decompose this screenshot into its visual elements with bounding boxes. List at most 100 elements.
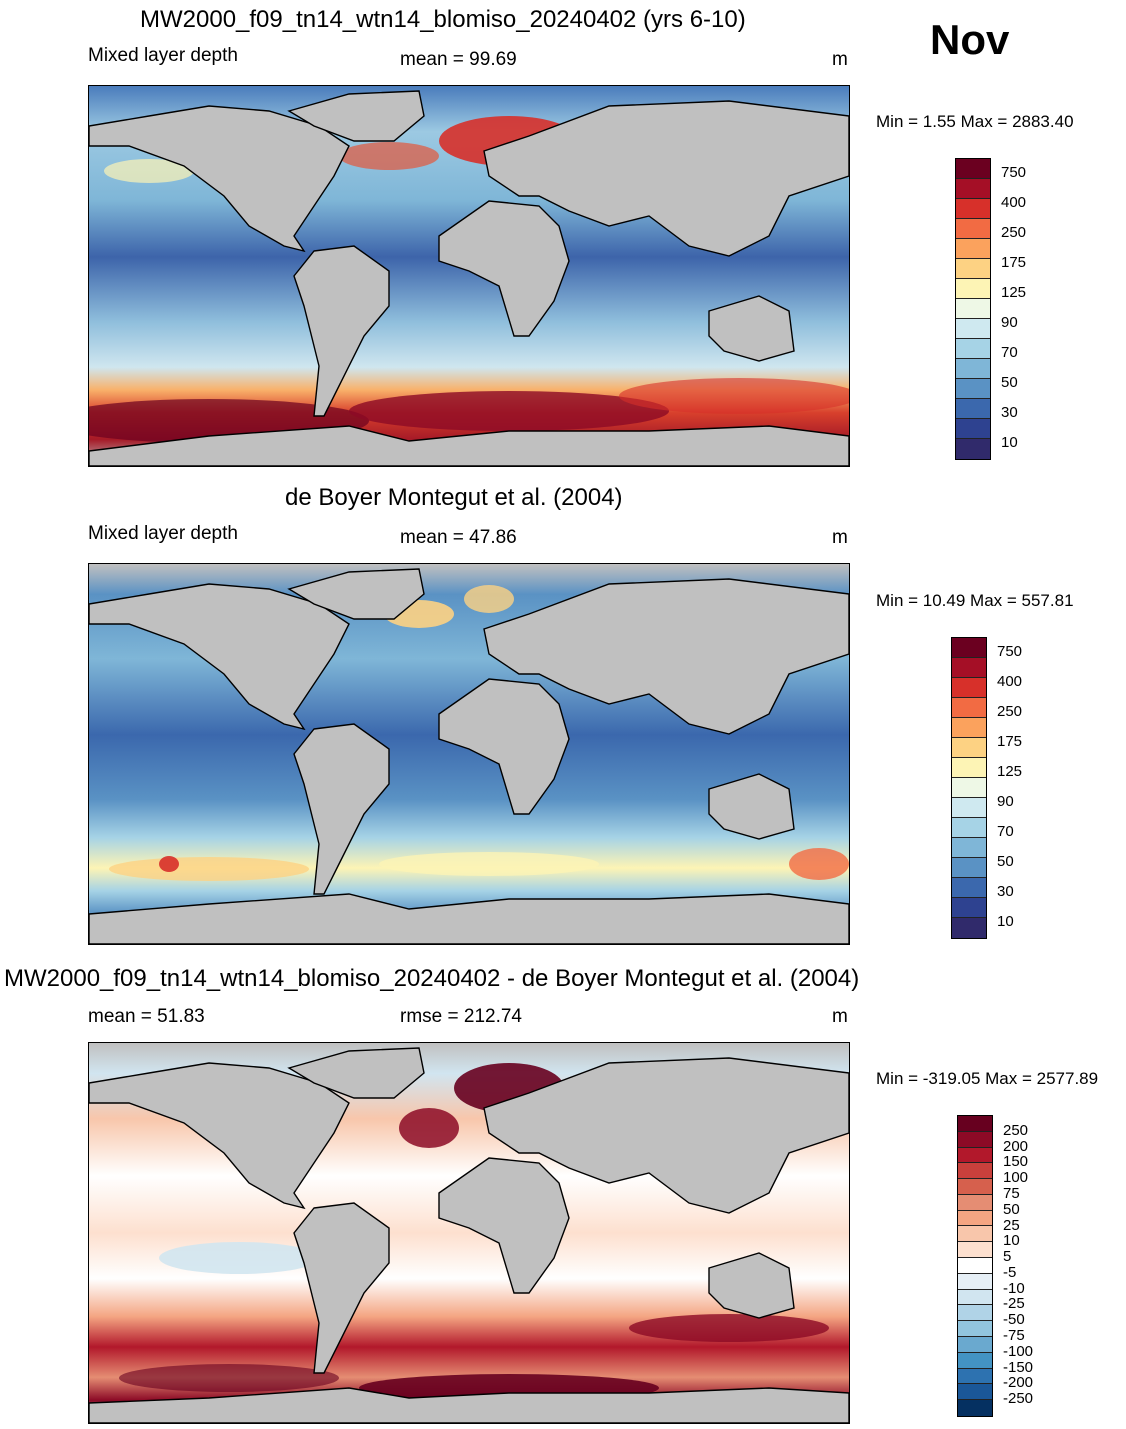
colorbar-tick-label: 250 (997, 703, 1023, 720)
colorbar-tick-label: -5 (1003, 1263, 1017, 1281)
colorbar-block (956, 379, 990, 399)
colorbar-tick-label: -10 (1003, 1279, 1025, 1297)
colorbar-block (956, 359, 990, 379)
colorbar-block (952, 738, 986, 758)
colorbar-tick-label: 750 (997, 643, 1023, 660)
colorbar-block (952, 858, 986, 878)
colorbar-block (952, 838, 986, 858)
colorbar-block (956, 439, 990, 459)
colorbar-tick-label: 750 (1001, 164, 1027, 181)
colorbar-block (958, 1273, 992, 1290)
colorbar-block (958, 1131, 992, 1148)
colorbar-block (952, 778, 986, 798)
colorbar-block (952, 698, 986, 718)
colorbar-block (958, 1226, 992, 1243)
colorbar-block (958, 1321, 992, 1337)
colorbar-block (958, 1352, 992, 1369)
panel3-units-label: m (832, 1006, 848, 1027)
panel1-variable-label: Mixed layer depth (88, 45, 238, 66)
panel1-map-svg (89, 86, 849, 466)
colorbar-tick-label: 400 (997, 673, 1023, 690)
panel1-map (88, 85, 850, 467)
colorbar-tick-label: 150 (1003, 1153, 1029, 1171)
colorbar-block (958, 1116, 992, 1132)
colorbar-tick-label: 70 (997, 823, 1014, 840)
colorbar-tick-label: 10 (1001, 434, 1018, 451)
colorbar-block (952, 898, 986, 918)
colorbar-tick-label: -250 (1003, 1390, 1034, 1408)
colorbar-tick-label: 25 (1003, 1216, 1020, 1234)
colorbar-tick-label: 30 (997, 883, 1014, 900)
colorbar-block (956, 199, 990, 219)
colorbar-block (952, 758, 986, 778)
colorbar-tick-label: 70 (1001, 344, 1018, 361)
colorbar-block (956, 319, 990, 339)
colorbar-block (958, 1147, 992, 1164)
colorbar-block (958, 1194, 992, 1211)
colorbar-block (952, 718, 986, 738)
colorbar-tick-label: 90 (997, 793, 1014, 810)
panel2-units-label: m (832, 527, 848, 548)
panel2-title: de Boyer Montegut et al. (2004) (285, 484, 623, 511)
colorbar-block (958, 1368, 992, 1385)
colorbar-block (958, 1242, 992, 1259)
colorbar-block (956, 179, 990, 199)
colorbar-tick-label: -50 (1003, 1311, 1025, 1329)
colorbar-block (958, 1336, 992, 1353)
panel1-colorbar (955, 158, 991, 460)
colorbar-tick-label: 125 (1001, 284, 1027, 301)
panel3-title: MW2000_f09_tn14_wtn14_blomiso_20240402 -… (4, 965, 860, 992)
panel2-map-svg (89, 564, 849, 944)
colorbar-block (958, 1400, 992, 1416)
colorbar-tick-label: 200 (1003, 1137, 1029, 1155)
colorbar-block (956, 159, 990, 179)
colorbar-tick-label: 100 (1003, 1169, 1029, 1187)
colorbar-block (952, 818, 986, 838)
colorbar-tick-label: -100 (1003, 1342, 1034, 1360)
colorbar-block (956, 399, 990, 419)
colorbar-block (956, 339, 990, 359)
colorbar-tick-label: 10 (997, 913, 1014, 930)
panel3-map (88, 1042, 850, 1424)
colorbar-block (952, 678, 986, 698)
colorbar-block (956, 419, 990, 439)
panel1-title: MW2000_f09_tn14_wtn14_blomiso_20240402 (… (140, 6, 746, 33)
colorbar-block (956, 219, 990, 239)
colorbar-block (952, 798, 986, 818)
colorbar-block (956, 279, 990, 299)
colorbar-block (956, 259, 990, 279)
panel3-colorbar (957, 1115, 993, 1417)
colorbar-block (952, 638, 986, 658)
panel2-colorbar (951, 637, 987, 939)
panel2-mean-label: mean = 47.86 (400, 527, 517, 548)
colorbar-block (952, 918, 986, 938)
colorbar-tick-label: 175 (997, 733, 1023, 750)
panel1-minmax: Min = 1.55 Max = 2883.40 (876, 112, 1074, 131)
colorbar-block (952, 658, 986, 678)
colorbar-tick-label: 175 (1001, 254, 1027, 271)
colorbar-tick-label: 50 (1003, 1200, 1020, 1218)
colorbar-tick-label: 90 (1001, 314, 1018, 331)
colorbar-tick-label: -25 (1003, 1295, 1025, 1313)
colorbar-tick-label: 125 (997, 763, 1023, 780)
panel3-rmse-label: rmse = 212.74 (400, 1006, 522, 1027)
colorbar-tick-label: -200 (1003, 1374, 1034, 1392)
panel1-units-label: m (832, 49, 848, 70)
colorbar-block (958, 1210, 992, 1227)
colorbar-tick-label: 50 (1001, 374, 1018, 391)
colorbar-tick-label: -75 (1003, 1327, 1025, 1345)
panel2-variable-label: Mixed layer depth (88, 523, 238, 544)
panel2-minmax: Min = 10.49 Max = 557.81 (876, 591, 1074, 610)
panel3-map-svg (89, 1043, 849, 1423)
panel3-minmax: Min = -319.05 Max = 2577.89 (876, 1069, 1099, 1088)
colorbar-tick-label: -150 (1003, 1358, 1034, 1376)
month-label: Nov (930, 16, 1010, 63)
colorbar-tick-label: 5 (1003, 1248, 1012, 1266)
colorbar-tick-label: 10 (1003, 1232, 1020, 1250)
colorbar-block (958, 1305, 992, 1322)
colorbar-block (958, 1258, 992, 1274)
colorbar-block (952, 878, 986, 898)
colorbar-block (958, 1179, 992, 1195)
colorbar-block (956, 299, 990, 319)
colorbar-block (958, 1163, 992, 1180)
